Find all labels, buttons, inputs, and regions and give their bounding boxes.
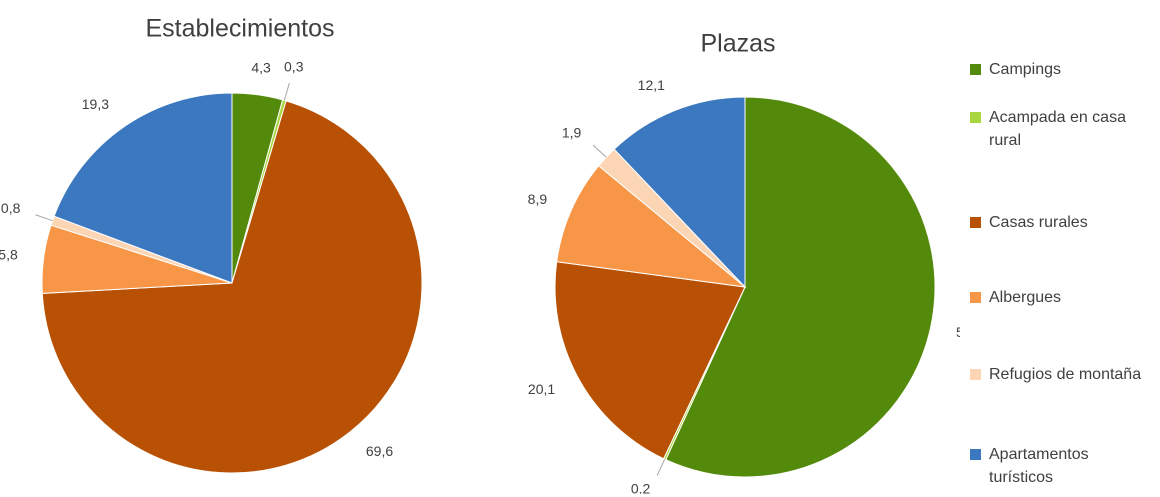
data-label: 56,9 bbox=[956, 324, 960, 340]
data-label: 1,9 bbox=[562, 125, 582, 141]
legend-swatch bbox=[970, 449, 981, 460]
pie-slice bbox=[53, 92, 233, 284]
legend-item: Casas rurales bbox=[970, 211, 1155, 234]
data-label: 69,6 bbox=[366, 443, 393, 459]
data-label: 12,1 bbox=[638, 77, 665, 93]
data-label: 20,1 bbox=[528, 381, 555, 397]
legend-label: Refugios de montaña bbox=[989, 366, 1142, 383]
leader-line bbox=[35, 214, 53, 222]
data-label: 8,9 bbox=[528, 191, 548, 207]
legend-swatch bbox=[970, 369, 981, 380]
data-label: 0,3 bbox=[284, 58, 304, 74]
pie-slice bbox=[613, 96, 746, 289]
legend-label: Casas rurales bbox=[989, 214, 1088, 231]
data-label: 0.2 bbox=[631, 481, 651, 497]
legend-item: Campings bbox=[970, 58, 1155, 81]
pie-slice bbox=[554, 261, 746, 460]
chart-title: Plazas bbox=[700, 30, 775, 58]
legend-swatch bbox=[970, 217, 981, 228]
pie-slice bbox=[665, 96, 936, 478]
data-label: 5,8 bbox=[0, 246, 18, 262]
legend-swatch bbox=[970, 64, 981, 75]
legend-swatch bbox=[970, 112, 981, 123]
legend-item: Albergues bbox=[970, 286, 1155, 309]
legend-swatch bbox=[970, 292, 981, 303]
data-label: 4,3 bbox=[251, 60, 271, 76]
chart-title: Establecimientos bbox=[146, 15, 335, 43]
charts: Establecimientos 4,3 0,3 69,6 5,8 0,8 19,3 Plaz… bbox=[0, 15, 983, 497]
leader-line bbox=[656, 458, 666, 476]
data-label: 0,8 bbox=[1, 200, 21, 216]
pie-slice bbox=[41, 100, 423, 474]
legend-label: Campings bbox=[989, 61, 1062, 78]
legend-label: Acampada en casa rural bbox=[989, 109, 1126, 149]
legend-label: Apartamentos turísticos bbox=[989, 446, 1089, 486]
leader-line bbox=[283, 82, 290, 101]
legend-label: Albergues bbox=[989, 289, 1062, 306]
data-label: 19,3 bbox=[82, 96, 109, 112]
leader-line bbox=[592, 144, 607, 158]
legend-item: Refugios de montaña bbox=[970, 363, 1155, 386]
legend-item: Apartamentos turísticos bbox=[970, 443, 1155, 489]
legend-item: Acampada en casa rural bbox=[970, 106, 1155, 152]
pie-slice bbox=[556, 165, 747, 288]
